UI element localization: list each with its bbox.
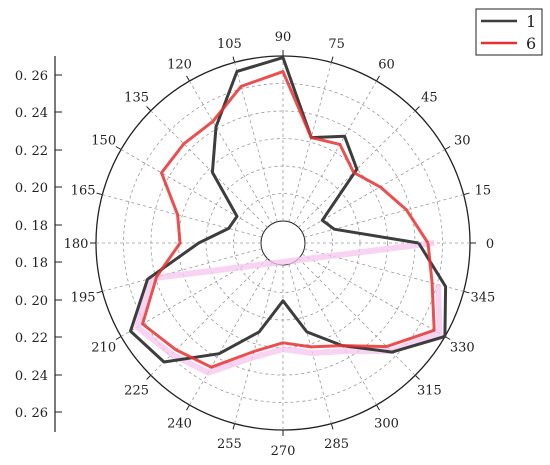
angle-tick-label: 15 [475,183,492,198]
angle-tick-labels: 0 15 30 45 60 75 90 105 120 135 150 165 180 195 210 225… [64,30,496,459]
angle-tick-label: 60 [378,58,395,73]
angle-tick-mark [376,75,380,82]
angle-tick-mark [232,423,236,430]
angle-tick-mark [414,374,420,380]
angle-tick-mark [115,146,122,150]
angle-tick-mark [463,290,470,294]
grid-spoke [234,264,278,424]
angle-tick-label: 45 [421,91,438,106]
angle-tick-label: 135 [124,91,149,106]
angle-tick-label: 210 [91,341,116,356]
angle-tick-label: 285 [324,437,349,452]
grid-ring [123,83,443,403]
radial-axis: 0. 26 0. 24 0. 22 0. 20 0. 18 0. 18 0. 20 0. 22… [15,56,62,432]
angle-tick-mark [232,56,236,63]
pink-trace [134,240,443,376]
angle-tick-label: 315 [417,383,442,398]
radial-tick-label: 0. 26 [15,406,48,421]
radial-tick-label: 0. 20 [15,181,48,196]
angle-tick-label: 75 [328,37,345,52]
angle-tick-mark [96,192,103,196]
radial-tick-label: 0. 22 [15,144,48,159]
angle-tick-mark [146,106,152,112]
angle-tick-label: 0 [486,237,494,252]
angle-tick-label: 165 [71,183,96,198]
grid-spoke [304,194,464,238]
radial-tick-label: 0. 20 [15,294,48,309]
angle-tick-label: 90 [275,30,292,45]
angle-tick-mark [330,423,334,430]
angle-tick-mark [463,192,470,196]
angle-tick-label: 150 [91,134,116,149]
angle-tick-label: 180 [64,237,89,252]
angle-tick-mark [186,404,190,411]
angle-tick-label: 105 [217,37,242,52]
radial-tick-label: 0. 26 [15,69,48,84]
radial-tick-label: 0. 24 [15,369,48,384]
grid-ring [233,193,333,293]
angle-tick-label: 345 [470,291,495,306]
angle-tick-mark [414,106,420,112]
angle-tick-mark [444,146,451,150]
angle-tick-mark [376,404,380,411]
angle-tick-label: 225 [124,383,149,398]
angle-tick-mark [330,56,334,63]
angle-tick-label: 270 [271,444,296,459]
series-layer [129,56,448,369]
radial-tick-label: 0. 24 [15,106,48,121]
angle-tick-label: 195 [71,291,96,306]
radial-tick-label: 0. 18 [15,256,48,271]
series-line-1 [129,56,448,364]
angle-tick-label: 240 [167,416,192,431]
legend-label-series-6: 6 [526,34,536,53]
legend-label-series-1: 1 [526,12,536,31]
angle-tick-mark [96,290,103,294]
angle-tick-mark [186,75,190,82]
legend-box [475,8,543,56]
angle-tick-label: 255 [217,437,242,452]
radial-tick-label: 0. 22 [15,331,48,346]
pink-background-trace [134,240,443,376]
angle-tick-label: 300 [374,416,399,431]
angle-tick-mark [115,336,122,340]
angle-tick-mark [146,374,152,380]
angle-tick-label: 330 [450,341,475,356]
series-line-6 [141,70,436,369]
grid-spoke [298,258,416,376]
legend: 1 6 [475,8,543,56]
angle-tick-label: 30 [454,134,471,149]
grid-spoke [120,149,265,233]
radial-tick-label: 0. 18 [15,219,48,234]
angle-tick-label: 120 [167,58,192,73]
